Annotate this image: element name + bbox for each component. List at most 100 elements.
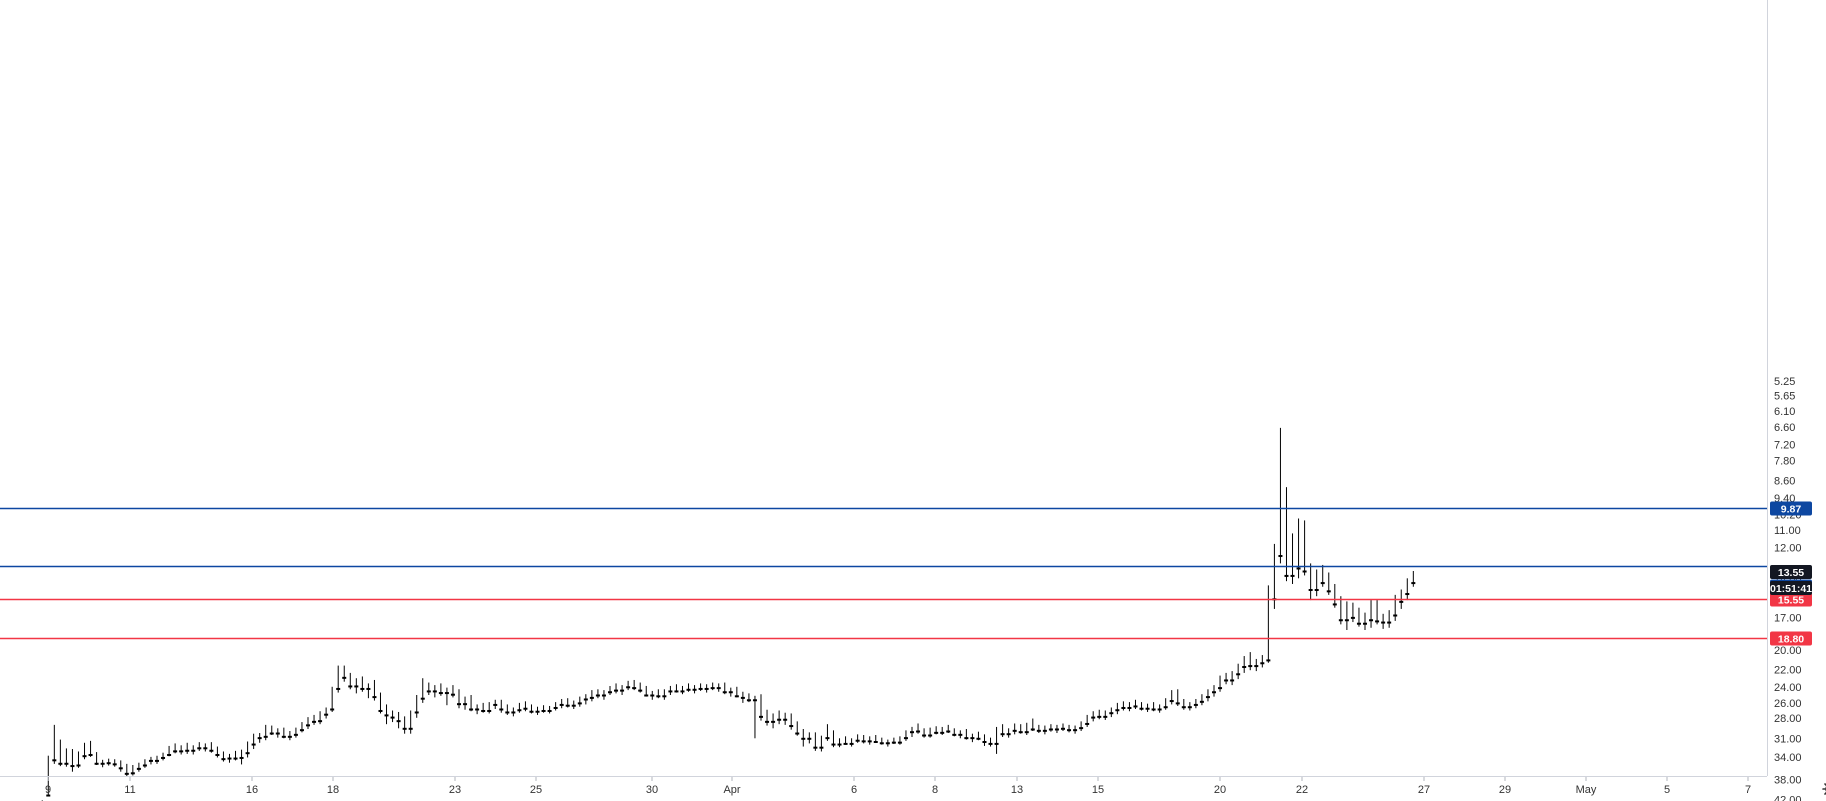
svg-text:01:51:41: 01:51:41 (1770, 583, 1812, 595)
candle-body-down (771, 720, 776, 723)
candle (457, 689, 461, 709)
candle-body-up (843, 742, 848, 745)
candle-body-down (1290, 574, 1295, 577)
candle-body-down (1199, 700, 1204, 703)
candle (318, 711, 323, 725)
candle-body-down (1012, 729, 1017, 732)
candle-body-down (324, 713, 329, 716)
candle-body-up (94, 762, 99, 765)
candle-body-down (64, 762, 69, 765)
candle-body-down (1369, 619, 1374, 622)
candle (807, 732, 812, 744)
candle (571, 700, 576, 709)
candle-body-up (1375, 620, 1380, 623)
candle (299, 722, 304, 733)
candle-body-up (402, 727, 407, 730)
candle (867, 736, 872, 745)
candle (565, 698, 570, 708)
candle-body-up (795, 732, 800, 735)
candle-body-up (148, 759, 153, 762)
last-price-tag: 13.55 (1770, 565, 1812, 579)
candle-body-down (668, 690, 673, 693)
candle (614, 683, 619, 694)
candle (1006, 728, 1011, 738)
candle (293, 727, 298, 738)
candle (722, 682, 727, 695)
candle-body-down (432, 690, 437, 693)
candle-body-up (523, 707, 528, 710)
candle (1169, 690, 1174, 705)
candle-body-down (191, 749, 196, 752)
candle (994, 726, 999, 754)
candle (1387, 610, 1392, 628)
candle-body-down (547, 709, 552, 712)
candle (922, 728, 927, 738)
price-tick-label: 38.00 (1774, 774, 1802, 786)
candle (354, 678, 359, 694)
candle (197, 742, 202, 751)
svg-text:9.87: 9.87 (1781, 504, 1802, 516)
candle (620, 685, 625, 695)
candle-body-up (1224, 679, 1229, 682)
candle (577, 696, 582, 707)
candle-body-down (251, 743, 256, 746)
price-axis[interactable]: 46.0042.0038.0034.0031.0028.0026.0024.00… (1774, 376, 1802, 801)
candle (58, 739, 63, 767)
gear-icon[interactable] (1822, 781, 1826, 797)
candle-body-up (1151, 708, 1156, 711)
candle-body-down (692, 688, 697, 691)
time-axis[interactable]: 9 11 16 18 23 25 30 Apr 6 8 13 15 20 22 27 29 May 5 7 (45, 777, 1751, 796)
time-tick-label: 23 (449, 784, 461, 796)
candle (626, 680, 631, 691)
candle-body-up (1302, 570, 1307, 573)
candle-body-down (626, 686, 631, 689)
candle-body-down (155, 759, 159, 762)
candle (752, 695, 757, 739)
candle (608, 685, 612, 695)
candle-body-down (1212, 691, 1216, 694)
candle-body-down (885, 742, 890, 745)
candle (1163, 698, 1168, 710)
candle (698, 683, 703, 691)
candle-body-up (801, 737, 806, 740)
svg-text:15.55: 15.55 (1778, 595, 1804, 607)
candle (1375, 600, 1380, 625)
candle (692, 685, 697, 694)
candle-body-up (710, 687, 715, 690)
candle-body-up (698, 687, 703, 690)
candle (142, 759, 147, 768)
time-tick-label: 7 (1745, 784, 1751, 796)
candle (82, 742, 87, 760)
candle (155, 755, 159, 764)
candle-body-down (970, 737, 975, 740)
candle-body-down (1079, 727, 1084, 730)
candle-body-down (680, 690, 685, 693)
candle (897, 736, 902, 745)
candle-body-down (82, 755, 87, 758)
candle-body-down (783, 718, 788, 721)
time-tick-label: 27 (1418, 784, 1430, 796)
svg-text:18.80: 18.80 (1778, 634, 1804, 646)
candle-body-up (1175, 702, 1180, 705)
candle (765, 709, 770, 726)
candle (680, 685, 685, 695)
candle-body-up (1326, 590, 1331, 593)
candle (1224, 672, 1229, 685)
candle (1218, 675, 1223, 692)
candle-body-up (964, 737, 969, 740)
candle (463, 696, 468, 710)
candle (813, 732, 818, 751)
candle (662, 689, 667, 700)
candle-body-up (632, 687, 637, 690)
level-price-tag: 15.55 (1770, 592, 1812, 607)
candle-body-down (161, 756, 166, 759)
candle-body-down (1242, 666, 1247, 669)
candle (70, 749, 75, 772)
candle-body-down (1296, 567, 1301, 570)
candle-body-up (686, 688, 691, 691)
candle-body-down (1266, 659, 1271, 662)
candle (493, 699, 498, 709)
candle-body-up (1030, 728, 1035, 731)
